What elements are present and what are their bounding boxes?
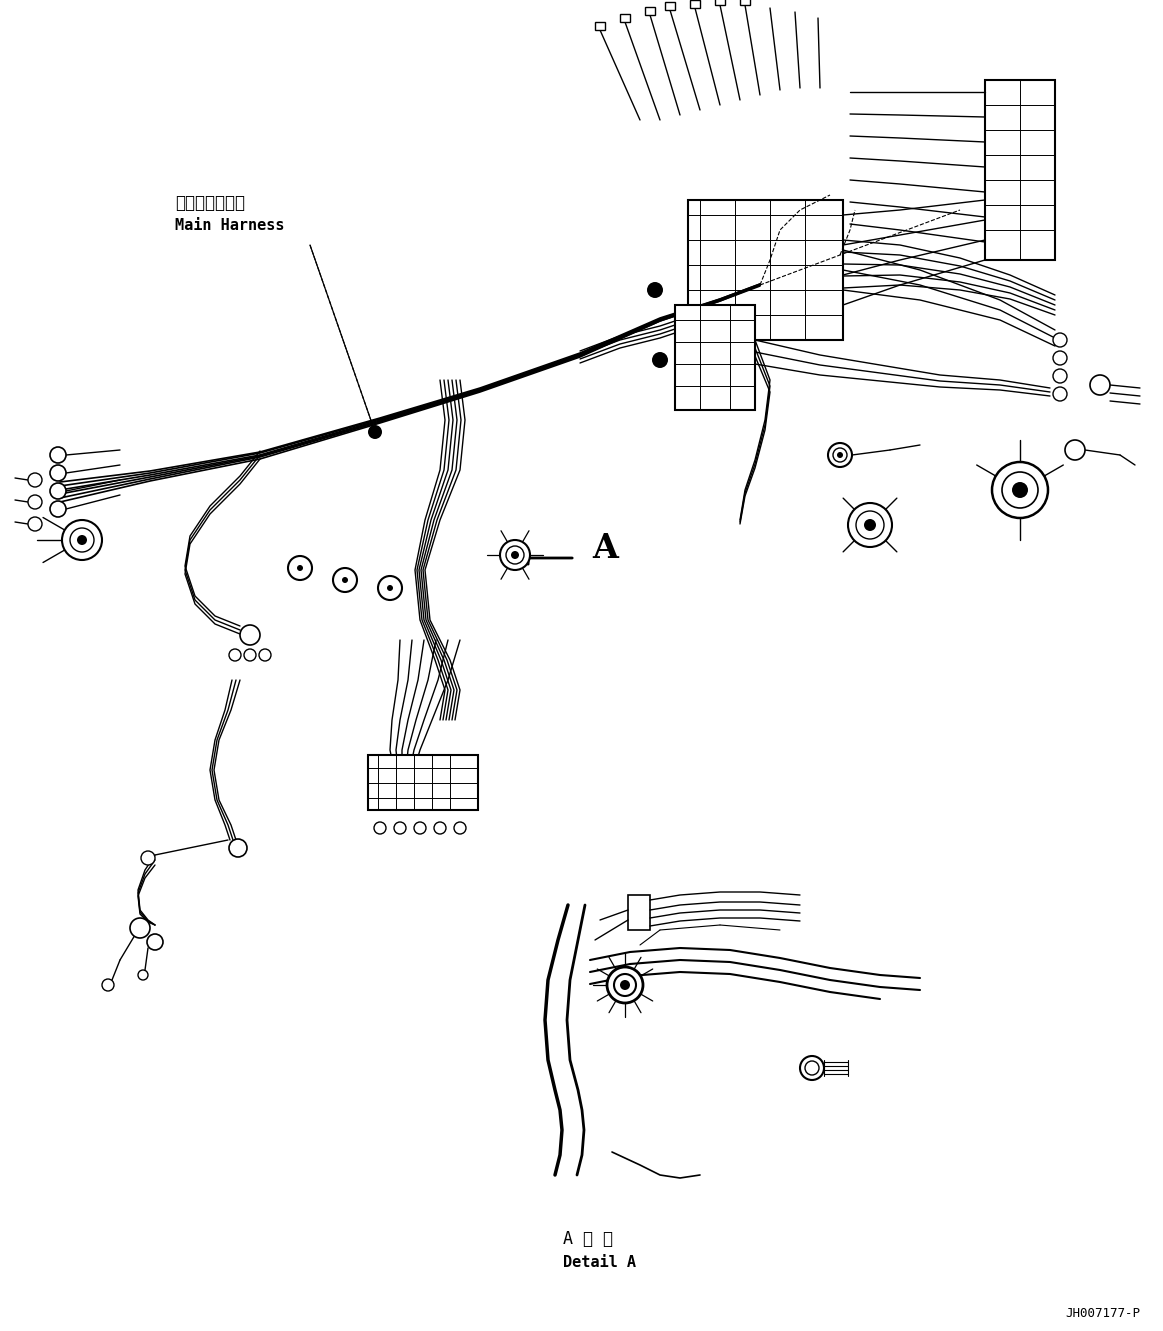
Circle shape [259,650,271,662]
Text: Detail A: Detail A [563,1255,636,1270]
Circle shape [511,551,519,559]
Circle shape [805,1061,819,1075]
Bar [645,7,655,15]
Circle shape [1065,441,1085,461]
Circle shape [992,462,1048,518]
Circle shape [50,483,66,499]
Circle shape [333,568,357,592]
Circle shape [1053,333,1066,347]
Circle shape [378,576,402,600]
Circle shape [454,823,466,835]
Circle shape [229,839,247,857]
Circle shape [244,650,256,662]
Circle shape [102,980,114,992]
Circle shape [229,650,241,662]
Circle shape [77,535,87,544]
Circle shape [370,427,380,437]
Circle shape [342,578,348,583]
Circle shape [28,473,42,487]
Circle shape [837,453,843,458]
Circle shape [147,934,163,950]
Bar [665,3,675,11]
Bar [368,755,478,811]
Circle shape [138,970,148,980]
Circle shape [1012,482,1028,498]
Bar [595,23,605,31]
Bar [628,894,650,930]
Bar [620,15,630,23]
Circle shape [856,511,884,539]
Circle shape [297,564,304,571]
Bar [675,305,755,410]
Circle shape [655,355,665,365]
Circle shape [1053,387,1066,401]
Circle shape [130,918,150,938]
Circle shape [240,626,261,646]
Circle shape [50,465,66,480]
Circle shape [506,546,525,564]
Circle shape [70,528,94,552]
Circle shape [1053,351,1066,365]
Circle shape [414,823,426,835]
Circle shape [833,449,847,462]
Circle shape [800,1055,825,1079]
Bar [715,0,725,5]
Text: A 詳 細: A 詳 細 [563,1230,613,1248]
Circle shape [434,823,445,835]
Circle shape [1090,375,1110,395]
Circle shape [62,520,102,560]
Circle shape [50,500,66,516]
Circle shape [374,823,386,835]
Bar [985,80,1055,260]
Circle shape [394,823,406,835]
Circle shape [614,974,636,996]
Circle shape [1003,473,1039,508]
Circle shape [864,519,876,531]
Text: メインハーネス: メインハーネス [174,194,245,212]
Bar [740,0,750,5]
Text: A: A [592,531,618,564]
Bar [690,0,700,8]
Circle shape [500,540,530,570]
Circle shape [652,351,668,367]
Circle shape [288,556,312,580]
Circle shape [28,495,42,508]
Circle shape [28,516,42,531]
Circle shape [368,425,381,439]
Text: JH007177-P: JH007177-P [1065,1307,1140,1320]
Circle shape [607,968,643,1004]
Bar [688,200,843,339]
Circle shape [647,282,663,298]
Circle shape [387,586,393,591]
Circle shape [1053,369,1066,383]
Circle shape [828,443,852,467]
Circle shape [50,447,66,463]
Circle shape [848,503,892,547]
Circle shape [620,980,630,990]
Circle shape [650,285,659,295]
Circle shape [141,851,155,865]
Text: Main Harness: Main Harness [174,218,285,233]
